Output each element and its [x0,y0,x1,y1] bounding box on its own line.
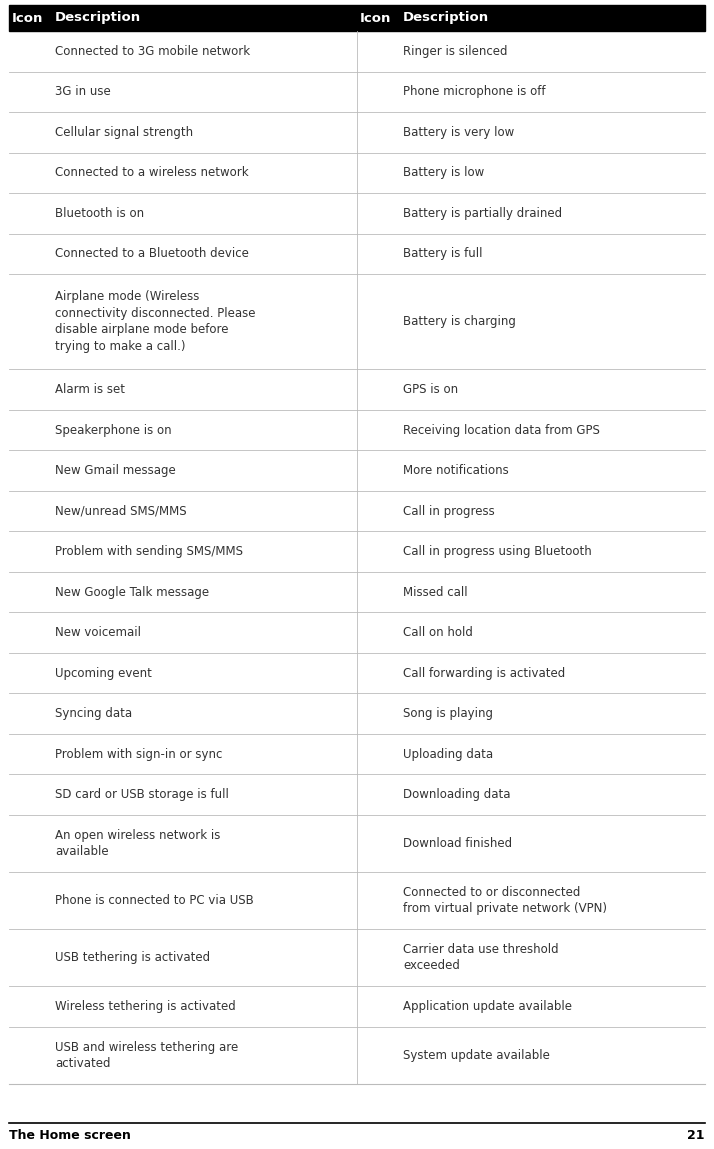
Text: New Gmail message: New Gmail message [55,464,176,477]
Text: Connected to or disconnected
from virtual private network (VPN): Connected to or disconnected from virtua… [403,886,607,916]
Bar [9,410,705,450]
Text: Problem with sending SMS/MMS: Problem with sending SMS/MMS [55,545,243,558]
Bar [9,5,705,31]
Text: Carrier data use threshold
exceeded: Carrier data use threshold exceeded [403,943,558,972]
Text: Call forwarding is activated: Call forwarding is activated [403,666,565,679]
Text: USB and wireless tethering are
activated: USB and wireless tethering are activated [55,1041,238,1070]
Bar [9,491,705,531]
Text: Battery is charging: Battery is charging [403,315,516,329]
Text: An open wireless network is
available: An open wireless network is available [55,828,221,858]
Text: Application update available: Application update available [403,1000,572,1013]
Bar [9,930,705,986]
Text: 3G in use: 3G in use [55,85,111,99]
Text: Phone microphone is off: Phone microphone is off [403,85,545,99]
Text: Connected to a Bluetooth device: Connected to a Bluetooth device [55,247,249,261]
Text: SD card or USB storage is full: SD card or USB storage is full [55,788,229,801]
Bar [9,774,705,815]
Text: Battery is low: Battery is low [403,167,484,179]
Text: System update available: System update available [403,1049,550,1062]
Text: Connected to 3G mobile network: Connected to 3G mobile network [55,45,250,57]
Text: Phone is connected to PC via USB: Phone is connected to PC via USB [55,894,253,907]
Text: Cellular signal strength: Cellular signal strength [55,125,193,139]
Text: New voicemail: New voicemail [55,626,141,639]
Text: Download finished: Download finished [403,836,512,850]
Text: Song is playing: Song is playing [403,707,493,720]
Text: 21: 21 [688,1129,705,1142]
Text: Description: Description [55,11,141,24]
Bar [9,153,705,193]
Text: Missed call: Missed call [403,586,468,599]
Text: More notifications: More notifications [403,464,509,477]
Bar [9,1027,705,1084]
Bar [9,273,705,369]
Bar [9,31,705,71]
Text: Call in progress using Bluetooth: Call in progress using Bluetooth [403,545,592,558]
Text: Call on hold: Call on hold [403,626,473,639]
Text: Battery is very low: Battery is very low [403,125,514,139]
Text: Battery is full: Battery is full [403,247,483,261]
Bar [9,369,705,410]
Text: Upcoming event: Upcoming event [55,666,152,679]
Bar [9,572,705,612]
Bar [9,71,705,111]
Text: Alarm is set: Alarm is set [55,383,125,396]
Text: Problem with sign-in or sync: Problem with sign-in or sync [55,748,222,761]
Text: GPS is on: GPS is on [403,383,458,396]
Text: Receiving location data from GPS: Receiving location data from GPS [403,424,600,437]
Text: Ringer is silenced: Ringer is silenced [403,45,508,57]
Bar [9,612,705,653]
Text: Wireless tethering is activated: Wireless tethering is activated [55,1000,236,1013]
Text: New/unread SMS/MMS: New/unread SMS/MMS [55,504,186,517]
Text: Uploading data: Uploading data [403,748,493,761]
Text: Connected to a wireless network: Connected to a wireless network [55,167,248,179]
Bar [9,734,705,774]
Text: New Google Talk message: New Google Talk message [55,586,209,599]
Bar [9,450,705,491]
Bar [9,653,705,693]
Text: Bluetooth is on: Bluetooth is on [55,207,144,219]
Text: Call in progress: Call in progress [403,504,495,517]
Text: Airplane mode (Wireless
connectivity disconnected. Please
disable airplane mode : Airplane mode (Wireless connectivity dis… [55,291,256,353]
Text: Battery is partially drained: Battery is partially drained [403,207,562,219]
Text: Description: Description [403,11,489,24]
Text: Syncing data: Syncing data [55,707,132,720]
Bar [9,872,705,930]
Bar [9,193,705,233]
Bar [9,531,705,572]
Text: The Home screen: The Home screen [9,1129,131,1142]
Bar [9,233,705,273]
Text: Downloading data: Downloading data [403,788,511,801]
Bar [9,986,705,1027]
Bar [9,111,705,153]
Text: Icon: Icon [12,11,44,24]
Text: Speakerphone is on: Speakerphone is on [55,424,171,437]
Bar [9,693,705,734]
Text: Icon: Icon [360,11,391,24]
Text: USB tethering is activated: USB tethering is activated [55,951,210,964]
Bar [9,815,705,872]
